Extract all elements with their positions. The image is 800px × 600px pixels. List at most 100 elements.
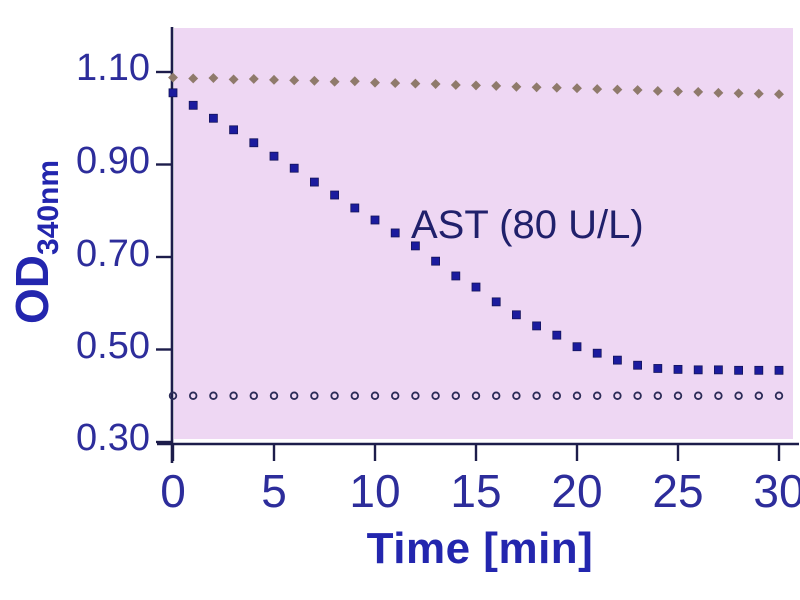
open-circle-data-point — [613, 391, 622, 400]
open-circle-data-point — [330, 391, 339, 400]
square-data-point — [653, 364, 663, 373]
open-circle-data-point — [633, 391, 642, 400]
open-circle-data-point — [209, 391, 218, 400]
diamond-data-point — [188, 73, 199, 84]
open-circle-data-point — [310, 391, 319, 400]
square-data-point — [754, 365, 764, 375]
open-circle-data-point — [593, 391, 602, 400]
open-circle-data-point — [269, 391, 279, 400]
square-data-point — [410, 241, 420, 251]
square-data-point — [572, 342, 582, 352]
diamond-data-point — [572, 83, 582, 94]
open-circle-data-point — [512, 391, 521, 400]
square-data-point — [673, 364, 683, 374]
diamond-data-point — [612, 84, 623, 95]
diamond-data-point — [531, 82, 542, 93]
open-circle-data-point — [471, 391, 481, 400]
open-circle-data-point — [451, 391, 460, 400]
square-data-point — [613, 355, 622, 365]
square-data-point — [633, 360, 642, 370]
diamond-data-point — [551, 82, 562, 93]
y-tick-label: 1.10 — [76, 47, 150, 89]
square-data-point — [471, 282, 481, 292]
open-circle-data-point — [168, 391, 178, 400]
square-data-point — [512, 310, 521, 320]
square-data-point — [532, 321, 541, 331]
open-circle-data-point — [734, 391, 743, 400]
square-data-point — [309, 177, 319, 187]
open-circle-data-point — [431, 391, 440, 400]
x-tick-label: 25 — [652, 465, 704, 517]
series-annotation: AST (80 U/L) — [411, 203, 644, 247]
y-tick-label: 0.50 — [76, 325, 150, 367]
square-data-point — [431, 256, 441, 266]
diamond-data-point — [168, 72, 178, 83]
square-data-point — [249, 138, 259, 148]
x-tick-label: 0 — [160, 465, 186, 517]
open-circle-data-point — [229, 391, 238, 400]
open-circle-data-point — [249, 391, 258, 400]
open-circle-data-point — [673, 391, 683, 400]
y-tick-label: 0.30 — [76, 417, 150, 459]
plot-area — [174, 28, 793, 439]
square-data-point — [734, 365, 743, 375]
square-data-point — [451, 271, 461, 281]
open-circle-data-point — [653, 391, 662, 400]
open-circle-data-point — [714, 391, 723, 400]
diamond-data-point — [632, 85, 643, 95]
open-circle-data-point — [532, 391, 541, 400]
open-circle-data-point — [754, 391, 763, 400]
diamond-data-point — [774, 89, 784, 100]
diamond-data-point — [673, 86, 683, 97]
y-tick-label: 0.90 — [76, 140, 150, 182]
square-data-point — [552, 330, 562, 340]
diamond-data-point — [713, 87, 724, 98]
open-circle-data-point — [350, 391, 359, 400]
open-circle-data-point — [370, 391, 380, 400]
open-circle-data-point — [391, 391, 400, 400]
x-tick-label: 10 — [349, 465, 401, 517]
open-circle-data-point — [188, 391, 198, 400]
square-data-point — [390, 228, 400, 238]
open-circle-data-point — [572, 391, 582, 400]
diamond-data-point — [208, 73, 219, 83]
diamond-data-point — [511, 81, 522, 92]
square-data-point — [592, 348, 602, 358]
square-data-point — [229, 125, 239, 135]
y-tick-label: 0.70 — [76, 233, 150, 275]
square-data-point — [188, 100, 198, 110]
square-data-point — [693, 365, 703, 375]
diamond-data-point — [228, 74, 239, 85]
y-axis-title-main: OD — [6, 255, 58, 325]
square-data-point — [491, 297, 501, 307]
x-tick-label: 5 — [261, 465, 287, 517]
x-axis-title: Time [min] — [366, 524, 594, 573]
square-data-point — [330, 190, 340, 200]
x-tick-label: 15 — [450, 465, 502, 517]
diamond-data-point — [733, 88, 744, 99]
open-circle-data-point — [411, 391, 420, 400]
square-data-point — [269, 151, 279, 161]
square-data-point — [289, 163, 299, 173]
open-circle-data-point — [774, 391, 784, 400]
diamond-data-point — [753, 88, 764, 99]
y-axis-title: OD340nm — [2, 132, 65, 352]
square-data-point — [168, 88, 178, 98]
open-circle-data-point — [492, 391, 501, 400]
open-circle-data-point — [552, 391, 561, 400]
square-data-point — [208, 113, 218, 123]
square-data-point — [714, 365, 723, 375]
diamond-data-point — [592, 84, 603, 95]
square-data-point — [370, 215, 380, 225]
square-data-point — [350, 203, 360, 213]
open-circle-data-point — [694, 391, 703, 400]
diamond-data-point — [652, 86, 663, 96]
x-tick-label: 20 — [551, 465, 603, 517]
square-data-point — [774, 365, 784, 375]
y-axis-title-subscript: 340nm — [32, 159, 65, 256]
diamond-data-point — [693, 86, 704, 97]
open-circle-data-point — [290, 391, 299, 400]
diamond-data-point — [248, 73, 259, 84]
